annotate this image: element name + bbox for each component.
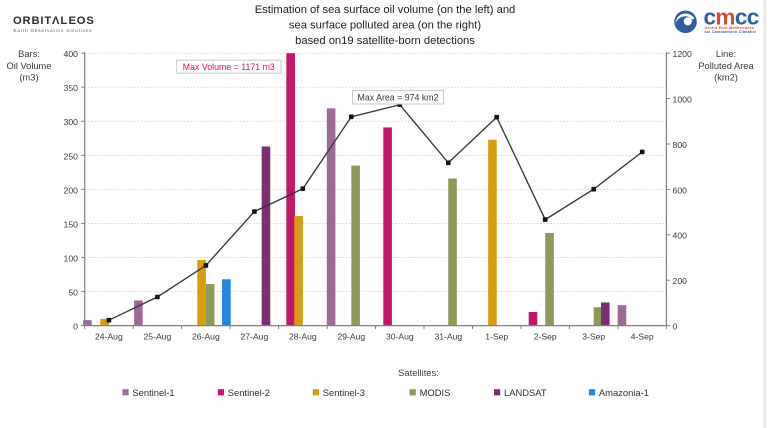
svg-text:28-Aug: 28-Aug (289, 331, 317, 341)
svg-text:Amazonia-1: Amazonia-1 (599, 387, 649, 398)
svg-text:Line:: Line: (716, 49, 736, 59)
svg-text:150: 150 (64, 219, 79, 229)
svg-text:1200: 1200 (673, 49, 692, 59)
svg-text:Satellites:: Satellites: (398, 367, 439, 378)
svg-text:800: 800 (673, 140, 688, 150)
svg-text:Estimation of sea surface oil: Estimation of sea surface oil volume (on… (255, 4, 516, 16)
svg-text:(m3): (m3) (19, 73, 38, 83)
svg-text:Polluted Area: Polluted Area (698, 61, 754, 71)
svg-text:350: 350 (64, 83, 79, 93)
svg-text:0: 0 (673, 322, 678, 332)
svg-text:based on19 satellite-born dete: based on19 satellite-born detections (295, 35, 475, 47)
svg-text:Max Area = 974 km2: Max Area = 974 km2 (358, 92, 439, 102)
svg-text:Bars:: Bars: (18, 49, 40, 59)
svg-text:200: 200 (64, 185, 79, 195)
svg-text:Sentinel-1: Sentinel-1 (132, 387, 174, 398)
svg-text:30-Aug: 30-Aug (386, 331, 414, 341)
svg-text:Earth Observation Solutions: Earth Observation Solutions (14, 28, 93, 33)
svg-text:Centro Euro-Mediterraneo: Centro Euro-Mediterraneo (705, 26, 755, 30)
svg-text:24-Aug: 24-Aug (95, 331, 123, 341)
svg-text:1-Sep: 1-Sep (485, 331, 508, 341)
svg-text:Oil Volume: Oil Volume (7, 61, 52, 71)
svg-text:LANDSAT: LANDSAT (504, 387, 547, 398)
svg-text:100: 100 (64, 253, 79, 263)
svg-text:Sentinel-2: Sentinel-2 (228, 387, 270, 398)
svg-text:29-Aug: 29-Aug (337, 331, 365, 341)
svg-text:sui Cambiamenti Climatici: sui Cambiamenti Climatici (705, 30, 757, 34)
svg-text:400: 400 (64, 49, 79, 59)
svg-text:ORBITΛLEOS: ORBITΛLEOS (13, 15, 95, 27)
svg-text:1000: 1000 (673, 95, 692, 105)
svg-text:300: 300 (64, 117, 79, 127)
svg-text:cmcc: cmcc (704, 5, 759, 30)
svg-text:200: 200 (673, 276, 688, 286)
svg-text:2-Sep: 2-Sep (534, 331, 557, 341)
svg-text:50: 50 (68, 287, 78, 297)
svg-text:MODIS: MODIS (420, 387, 451, 398)
svg-text:26-Aug: 26-Aug (192, 331, 220, 341)
svg-text:4-Sep: 4-Sep (631, 331, 654, 341)
svg-text:31-Aug: 31-Aug (434, 331, 462, 341)
svg-text:sea surface polluted area (on: sea surface polluted area (on the right) (289, 20, 481, 32)
svg-text:0: 0 (73, 322, 78, 332)
svg-text:600: 600 (673, 185, 688, 195)
svg-text:25-Aug: 25-Aug (144, 331, 172, 341)
svg-text:27-Aug: 27-Aug (241, 331, 269, 341)
svg-text:(km2): (km2) (714, 73, 738, 83)
svg-text:Max Volume = 1171 m3: Max Volume = 1171 m3 (183, 62, 275, 72)
svg-text:Sentinel-3: Sentinel-3 (323, 387, 365, 398)
svg-text:250: 250 (64, 151, 79, 161)
svg-text:3-Sep: 3-Sep (582, 331, 605, 341)
svg-text:400: 400 (673, 231, 688, 241)
